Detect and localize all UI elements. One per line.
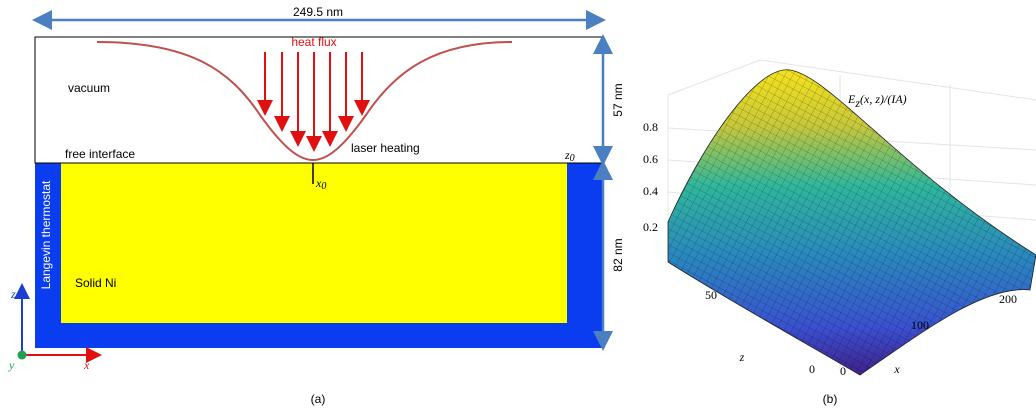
- y-axis-label: y: [8, 358, 15, 372]
- x-axis-label: x: [83, 358, 90, 372]
- free-interface-label: free interface: [65, 147, 135, 161]
- solid-height-label: 82 nm: [611, 238, 625, 271]
- z-tick-label: 50: [705, 288, 717, 302]
- caption-b: (b): [823, 392, 838, 406]
- x-tick-label: 100: [911, 318, 929, 332]
- z-tick-label: 0: [809, 362, 815, 376]
- z-label: z: [739, 350, 745, 364]
- heat-flux-arrows: [257, 52, 370, 152]
- heat-flux-label: heat flux: [291, 35, 336, 49]
- vacuum-label: vacuum: [68, 81, 110, 95]
- z-axis-label: z: [10, 287, 16, 301]
- vacuum-height-label: 57 nm: [611, 83, 625, 116]
- width-label: 249.5 nm: [293, 5, 343, 19]
- x-label: x: [893, 362, 900, 376]
- value-tick-label: 0.8: [643, 120, 658, 134]
- thermostat-label: Langevin thermostat: [39, 180, 53, 289]
- x-tick-label: 200: [999, 292, 1017, 306]
- plot-title: Ez(x, z)/(IA): [847, 92, 907, 110]
- panel-a: 249.5 nm heat flux vacuum free interface…: [8, 5, 625, 406]
- laser-profile: [96, 41, 513, 162]
- y-axis-dot: [17, 350, 27, 360]
- value-tick-label: 0.4: [643, 184, 658, 198]
- caption-a: (a): [311, 392, 326, 406]
- z0-label: z0: [564, 148, 575, 165]
- panel-b: Ez(x, z)/(IA) z x (b): [667, 59, 1036, 406]
- vacuum-region: [34, 36, 604, 164]
- x0-label: x0: [315, 176, 326, 193]
- value-tick-label: 0.2: [643, 220, 658, 234]
- solid-region: [61, 163, 567, 323]
- value-tick-label: 0.6: [643, 152, 658, 166]
- surface-mesh: [668, 69, 1036, 375]
- laser-heating-label: laser heating: [351, 141, 420, 155]
- solid-label: Solid Ni: [75, 276, 116, 290]
- x-tick-label: 0: [840, 364, 846, 378]
